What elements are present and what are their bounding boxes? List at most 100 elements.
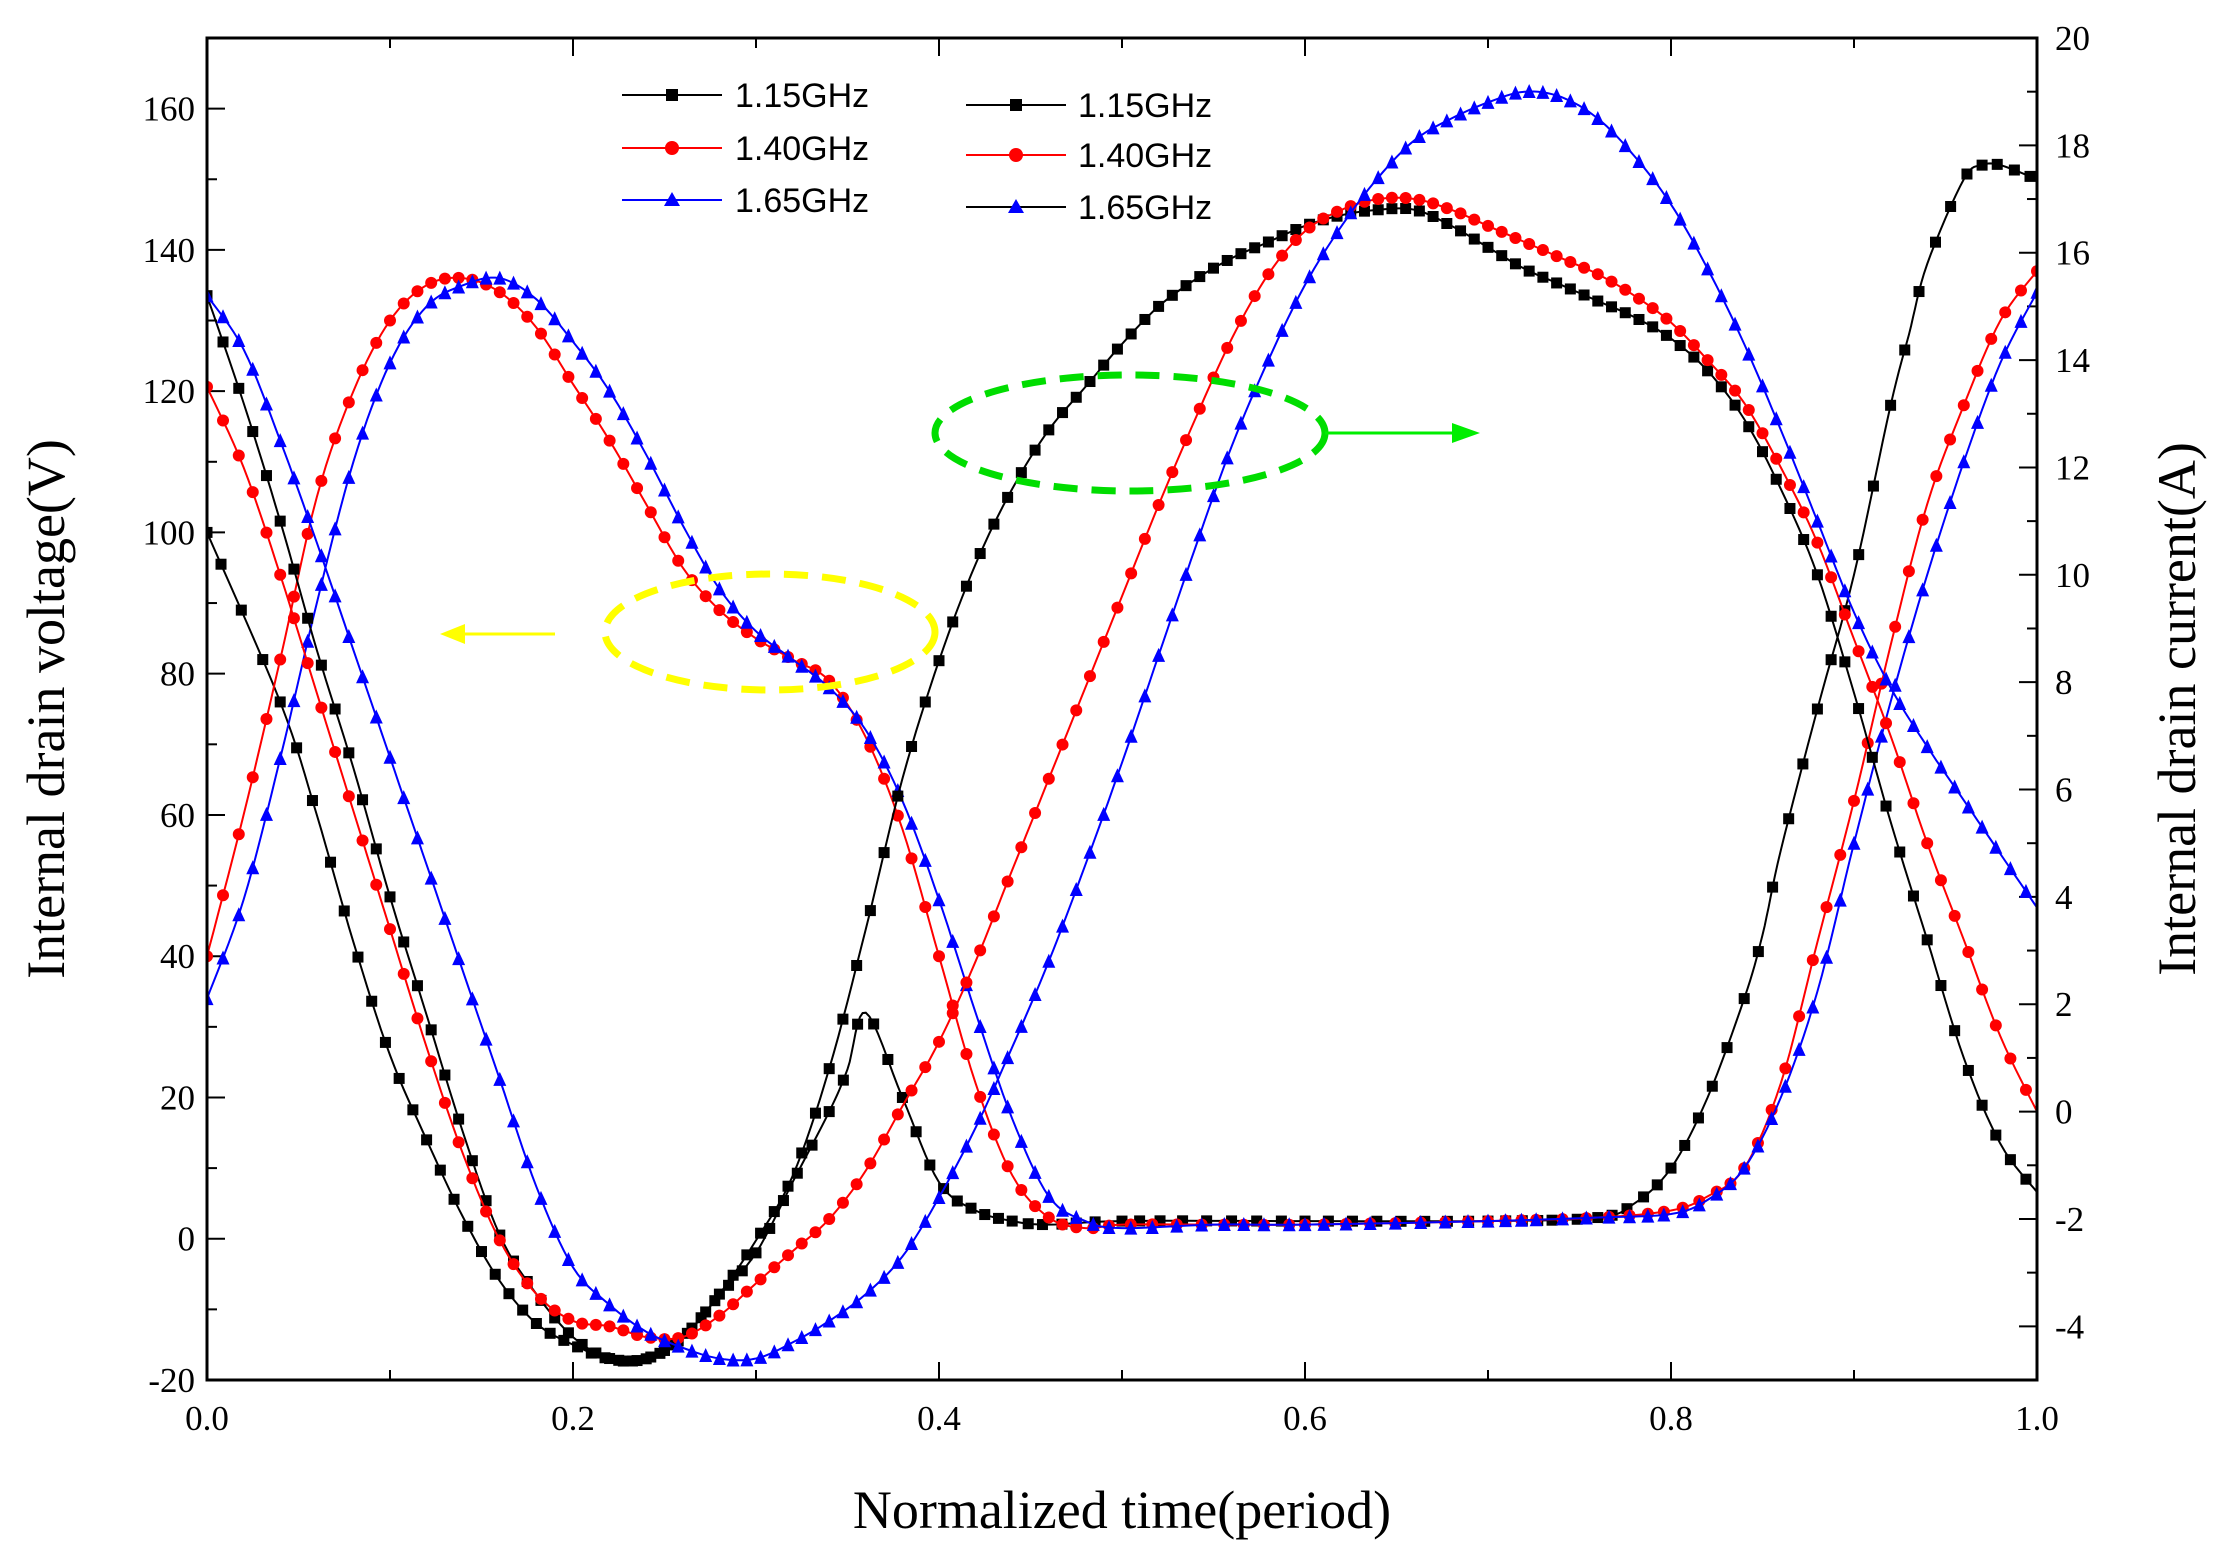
data-point (352, 951, 364, 963)
data-point (246, 771, 259, 784)
data-point (1646, 171, 1660, 186)
data-point (864, 905, 876, 917)
data-point (315, 659, 327, 671)
data-point (768, 1261, 781, 1274)
data-point (411, 1012, 424, 1025)
data-point (987, 910, 1000, 923)
data-point (2019, 883, 2033, 898)
data-point (1702, 365, 1714, 377)
data-point (398, 936, 410, 948)
data-point (517, 1304, 529, 1316)
data-point (960, 976, 973, 989)
data-point (1706, 1080, 1718, 1092)
data-point (685, 1327, 698, 1340)
data-point (1893, 756, 1906, 769)
data-point (658, 1333, 671, 1348)
data-point (740, 626, 753, 639)
data-point (1976, 159, 1988, 171)
data-point (809, 1107, 821, 1119)
legend-label-2: 1.40GHz (735, 130, 869, 168)
data-point (850, 709, 864, 724)
data-point (1797, 758, 1809, 770)
current-axis-ellipse (931, 371, 1329, 495)
data-point (370, 878, 383, 891)
data-point (369, 387, 383, 402)
data-point (1194, 271, 1206, 283)
data-point (1414, 1215, 1428, 1230)
data-point (452, 279, 466, 294)
data-point (342, 628, 356, 643)
y-right-tick-label: -4 (2055, 1307, 2084, 1346)
data-point (1737, 1160, 1751, 1175)
data-point (726, 599, 740, 614)
data-point (383, 355, 397, 370)
y-right-tick-label: 18 (2055, 126, 2090, 165)
data-point (878, 1133, 891, 1146)
data-point (1623, 1209, 1637, 1224)
data-point (713, 1288, 725, 1300)
data-point (2030, 284, 2037, 299)
data-point (370, 336, 383, 349)
data-point (325, 856, 337, 868)
data-point (1861, 781, 1875, 796)
legend-entry-3: 1.65GHz (622, 182, 869, 220)
data-point (1371, 170, 1385, 185)
data-point (1820, 901, 1833, 914)
data-point (1742, 346, 1756, 361)
data-point (576, 392, 589, 405)
data-point (932, 892, 946, 907)
data-point (837, 1074, 849, 1086)
data-point (712, 1351, 726, 1366)
y-right-tick-label: 8 (2055, 663, 2073, 702)
data-point (328, 521, 342, 536)
data-point (397, 790, 411, 805)
data-point (1971, 414, 1985, 429)
data-point (1316, 246, 1330, 261)
data-point (1111, 601, 1124, 614)
data-point (892, 790, 904, 802)
data-point (216, 309, 230, 324)
data-point (960, 580, 972, 592)
data-point (2003, 861, 2017, 876)
data-point (575, 1272, 589, 1287)
data-point (603, 1297, 617, 1312)
data-point (410, 830, 424, 845)
data-point (438, 285, 452, 300)
data-point (534, 296, 548, 311)
data-point (1765, 1111, 1779, 1126)
data-point (397, 329, 411, 344)
data-point (1874, 728, 1888, 743)
data-point (1221, 254, 1233, 266)
data-point (1154, 1215, 1166, 1227)
data-point (768, 1206, 780, 1218)
legend-entry-5: 1.40GHz (966, 137, 1212, 175)
data-point (823, 1106, 835, 1118)
data-point (589, 412, 602, 425)
data-point (425, 1024, 437, 1036)
data-point (507, 275, 521, 290)
data-point (713, 604, 726, 617)
data-point (1676, 1204, 1690, 1219)
data-point (767, 638, 781, 653)
data-point (1738, 993, 1750, 1005)
data-point (493, 1234, 506, 1247)
data-point (274, 696, 286, 708)
data-point (207, 991, 214, 1006)
data-point (576, 1338, 588, 1350)
data-point (1468, 233, 1480, 245)
data-point (1944, 433, 1957, 446)
data-point (809, 1226, 822, 1239)
data-point (301, 527, 314, 540)
data-point (534, 1190, 548, 1205)
data-point (259, 806, 273, 821)
data-point (1165, 607, 1179, 622)
data-point (1276, 249, 1289, 262)
data-point (951, 1195, 963, 1207)
data-point (1606, 301, 1618, 313)
data-point (561, 1251, 575, 1266)
data-point (2008, 164, 2020, 176)
data-point (616, 1308, 630, 1323)
data-point (1193, 402, 1206, 415)
data-point (910, 1126, 922, 1138)
